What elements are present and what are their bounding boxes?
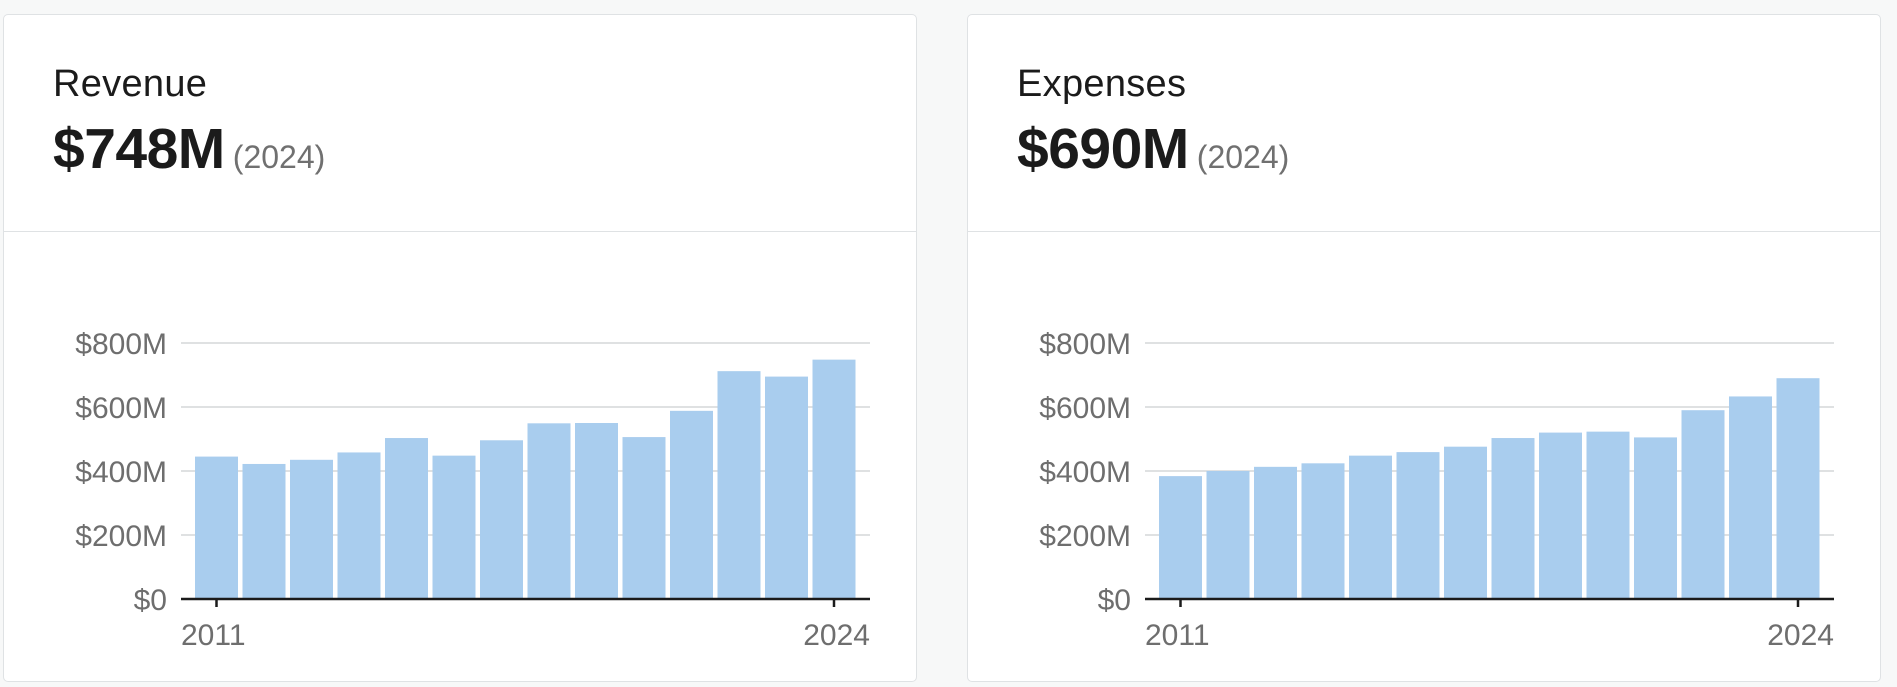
expenses-x-tick-label: 2011 [1145,619,1210,652]
revenue-x-tick-label: 2024 [803,619,870,652]
revenue-bar-2016 [432,455,476,599]
expenses-bar-2013 [1254,466,1297,599]
revenue-card-header: Revenue $748M (2024) [4,15,916,232]
expenses-value-row: $690M (2024) [1017,116,1289,182]
expenses-y-tick-label: $800M [1039,328,1131,361]
revenue-y-tick-label: $0 [134,584,167,617]
expenses-bar-2011 [1159,476,1202,599]
revenue-bar-2017 [480,440,523,599]
revenue-y-tick-label: $800M [75,328,167,361]
expenses-bar-2012 [1206,471,1250,599]
revenue-bar-2018 [527,423,571,599]
expenses-bar-2016 [1396,452,1440,599]
expenses-year: (2024) [1196,139,1290,175]
revenue-bar-2021 [670,410,713,599]
expenses-bar-chart: $0 $200M $400M $600M $800M 2011 2024 [1039,328,1834,652]
expenses-bar-2022 [1681,410,1725,599]
expenses-bar-2015 [1349,455,1392,599]
expenses-y-tick-label: $0 [1098,584,1131,617]
revenue-bar-chart: $0 $200M $400M $600M $800M 2011 2024 [75,328,870,652]
expenses-bar-2023 [1729,396,1772,599]
expenses-card: Expenses $690M (2024) $0 $200M $400M $600M $8… [967,14,1881,682]
expenses-card-title: Expenses [1017,63,1187,105]
expenses-bar-2017 [1444,446,1487,599]
expenses-y-tick-label: $200M [1039,520,1131,553]
revenue-bar-2022 [717,371,761,599]
revenue-bar-2023 [765,376,808,599]
revenue-value: $748M [53,117,225,181]
revenue-bar-2020 [622,437,666,599]
revenue-bar-2013 [290,459,333,599]
expenses-value: $690M [1017,117,1189,181]
revenue-bar-2015 [385,438,428,599]
expenses-bar-2019 [1539,432,1582,599]
expenses-bar-2014 [1301,463,1345,599]
expenses-bar-2024 [1776,378,1820,599]
revenue-bar-2024 [812,359,856,599]
revenue-value-row: $748M (2024) [53,116,325,182]
expenses-bar-2020 [1586,431,1630,599]
revenue-bar-2011 [195,456,238,599]
expenses-y-tick-label: $600M [1039,392,1131,425]
expenses-x-tick-label: 2024 [1767,619,1834,652]
revenue-x-tick-label: 2011 [181,619,246,652]
revenue-bar-2019 [575,423,618,599]
revenue-card-title: Revenue [53,63,208,105]
revenue-year: (2024) [232,139,326,175]
expenses-card-header: Expenses $690M (2024) [968,15,1880,232]
revenue-y-tick-label: $600M [75,392,167,425]
revenue-bar-2014 [337,452,381,599]
expenses-bar-2021 [1634,437,1677,599]
revenue-y-tick-label: $200M [75,520,167,553]
revenue-y-tick-label: $400M [75,456,167,489]
revenue-card: Revenue $748M (2024) $0 $200M $400M $600M $80… [3,14,917,682]
expenses-bar-2018 [1491,438,1535,599]
revenue-bar-2012 [242,463,286,599]
expenses-y-tick-label: $400M [1039,456,1131,489]
